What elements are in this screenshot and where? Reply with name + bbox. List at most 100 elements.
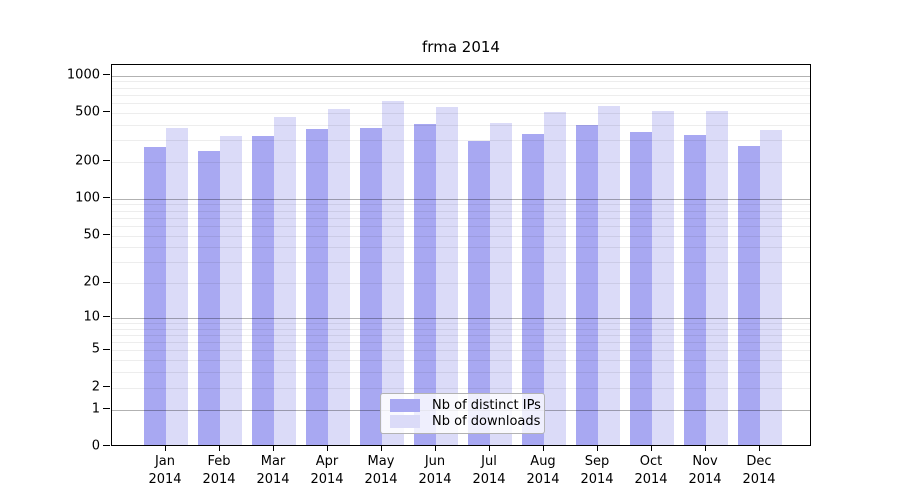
x-tick-mark [165, 445, 167, 451]
bar-distinct-ips-dec [738, 145, 760, 445]
x-tick-mark [327, 445, 329, 451]
x-tick-year: 2014 [256, 472, 290, 487]
x-tick-month: Feb [207, 454, 231, 469]
bar-distinct-ips-sep [576, 125, 598, 445]
y-tick-mark [103, 160, 110, 162]
bar-downloads-dec [760, 130, 782, 445]
y-tick-mark [103, 111, 110, 113]
x-tick-label-apr: Apr 2014 [297, 453, 357, 489]
y-tick-mark [103, 445, 110, 447]
x-tick-label-mar: Mar 2014 [243, 453, 303, 489]
x-tick-label-nov: Nov 2014 [675, 453, 735, 489]
x-tick-month: Aug [530, 454, 556, 469]
x-tick-month: Nov [692, 454, 718, 469]
legend-label-downloads: Nb of downloads [432, 414, 541, 429]
bar-downloads-jul [490, 123, 512, 445]
x-tick-mark [435, 445, 437, 451]
y-tick-label: 5 [91, 341, 100, 357]
gridline-minor [111, 103, 810, 104]
legend: Nb of distinct IPs Nb of downloads [380, 393, 545, 434]
x-tick-month: May [367, 454, 395, 469]
y-tick-mark [103, 348, 110, 351]
x-tick-month: Dec [746, 454, 772, 469]
bar-downloads-nov [706, 111, 728, 445]
y-tick-label: 0 [91, 438, 100, 454]
bar-distinct-ips-jul [468, 140, 490, 445]
bar-downloads-apr [328, 109, 350, 445]
x-tick-mark [543, 445, 545, 451]
y-tick-mark [103, 73, 110, 76]
bar-distinct-ips-jun [414, 124, 436, 445]
x-tick-year: 2014 [688, 472, 722, 487]
gridline-major [111, 75, 810, 77]
x-tick-label-dec: Dec 2014 [729, 453, 789, 489]
x-tick-mark [597, 445, 599, 451]
bar-downloads-mar [274, 116, 296, 445]
chart-title: frma 2014 [422, 38, 500, 56]
x-tick-year: 2014 [472, 472, 506, 487]
x-tick-year: 2014 [364, 472, 398, 487]
x-tick-mark [759, 445, 761, 451]
legend-entry-downloads: Nb of downloads [390, 414, 540, 429]
x-tick-year: 2014 [634, 472, 668, 487]
x-tick-month: Jan [154, 454, 176, 469]
y-tick-label: 200 [75, 153, 100, 169]
bar-distinct-ips-oct [630, 131, 652, 445]
x-tick-year: 2014 [418, 472, 452, 487]
x-tick-label-sep: Sep 2014 [567, 453, 627, 489]
y-tick-label: 1 [91, 401, 100, 416]
gridline-minor [111, 81, 810, 83]
y-tick-label: 100 [75, 190, 100, 206]
y-tick-label: 50 [83, 227, 100, 242]
bar-downloads-jun [436, 106, 458, 445]
plot-area [110, 64, 811, 446]
legend-swatch-distinct-ips [390, 399, 420, 412]
y-tick-label: 1000 [66, 67, 100, 82]
y-tick-label: 2 [91, 379, 100, 395]
x-tick-mark [219, 445, 221, 451]
x-tick-label-may: May 2014 [351, 453, 411, 489]
x-tick-year: 2014 [202, 472, 236, 487]
bar-downloads-oct [652, 111, 674, 445]
x-tick-label-feb: Feb 2014 [189, 453, 249, 489]
gridline-minor [111, 124, 810, 126]
bar-distinct-ips-mar [252, 136, 274, 445]
y-tick-label: 10 [83, 309, 100, 325]
bar-distinct-ips-may [360, 128, 382, 445]
x-tick-mark [489, 445, 491, 451]
bar-distinct-ips-apr [306, 128, 328, 445]
x-tick-month: Jul [481, 454, 497, 469]
x-tick-month: Mar [260, 454, 286, 469]
y-tick-label: 500 [75, 104, 100, 120]
x-tick-year: 2014 [310, 472, 344, 487]
x-tick-label-oct: Oct 2014 [621, 453, 681, 489]
y-tick-mark [103, 407, 110, 410]
y-tick-mark [103, 316, 110, 318]
bar-downloads-feb [220, 136, 242, 445]
y-tick-label: 20 [83, 274, 100, 290]
bar-downloads-aug [544, 112, 566, 445]
bar-distinct-ips-nov [684, 135, 706, 445]
bar-downloads-may [382, 100, 404, 445]
gridline-minor [111, 94, 810, 96]
x-tick-label-jan: Jan 2014 [135, 453, 195, 489]
x-tick-month: Apr [315, 454, 339, 469]
bar-distinct-ips-aug [522, 134, 544, 445]
x-tick-mark [273, 445, 275, 451]
x-tick-month: Jun [424, 454, 446, 469]
bar-downloads-jan [166, 127, 188, 445]
x-tick-mark [705, 445, 707, 451]
legend-swatch-downloads [390, 415, 420, 428]
gridline-minor [111, 87, 810, 89]
x-tick-label-aug: Aug 2014 [513, 453, 573, 489]
x-tick-mark [381, 445, 383, 451]
x-tick-year: 2014 [148, 472, 182, 487]
x-tick-month: Oct [639, 454, 663, 469]
x-tick-mark [651, 445, 653, 451]
gridline-minor [111, 112, 810, 114]
y-tick-mark [103, 386, 110, 388]
legend-label-distinct-ips: Nb of distinct IPs [432, 398, 541, 413]
legend-entry-distinct-ips: Nb of distinct IPs [390, 398, 541, 413]
bar-distinct-ips-jan [144, 147, 166, 445]
